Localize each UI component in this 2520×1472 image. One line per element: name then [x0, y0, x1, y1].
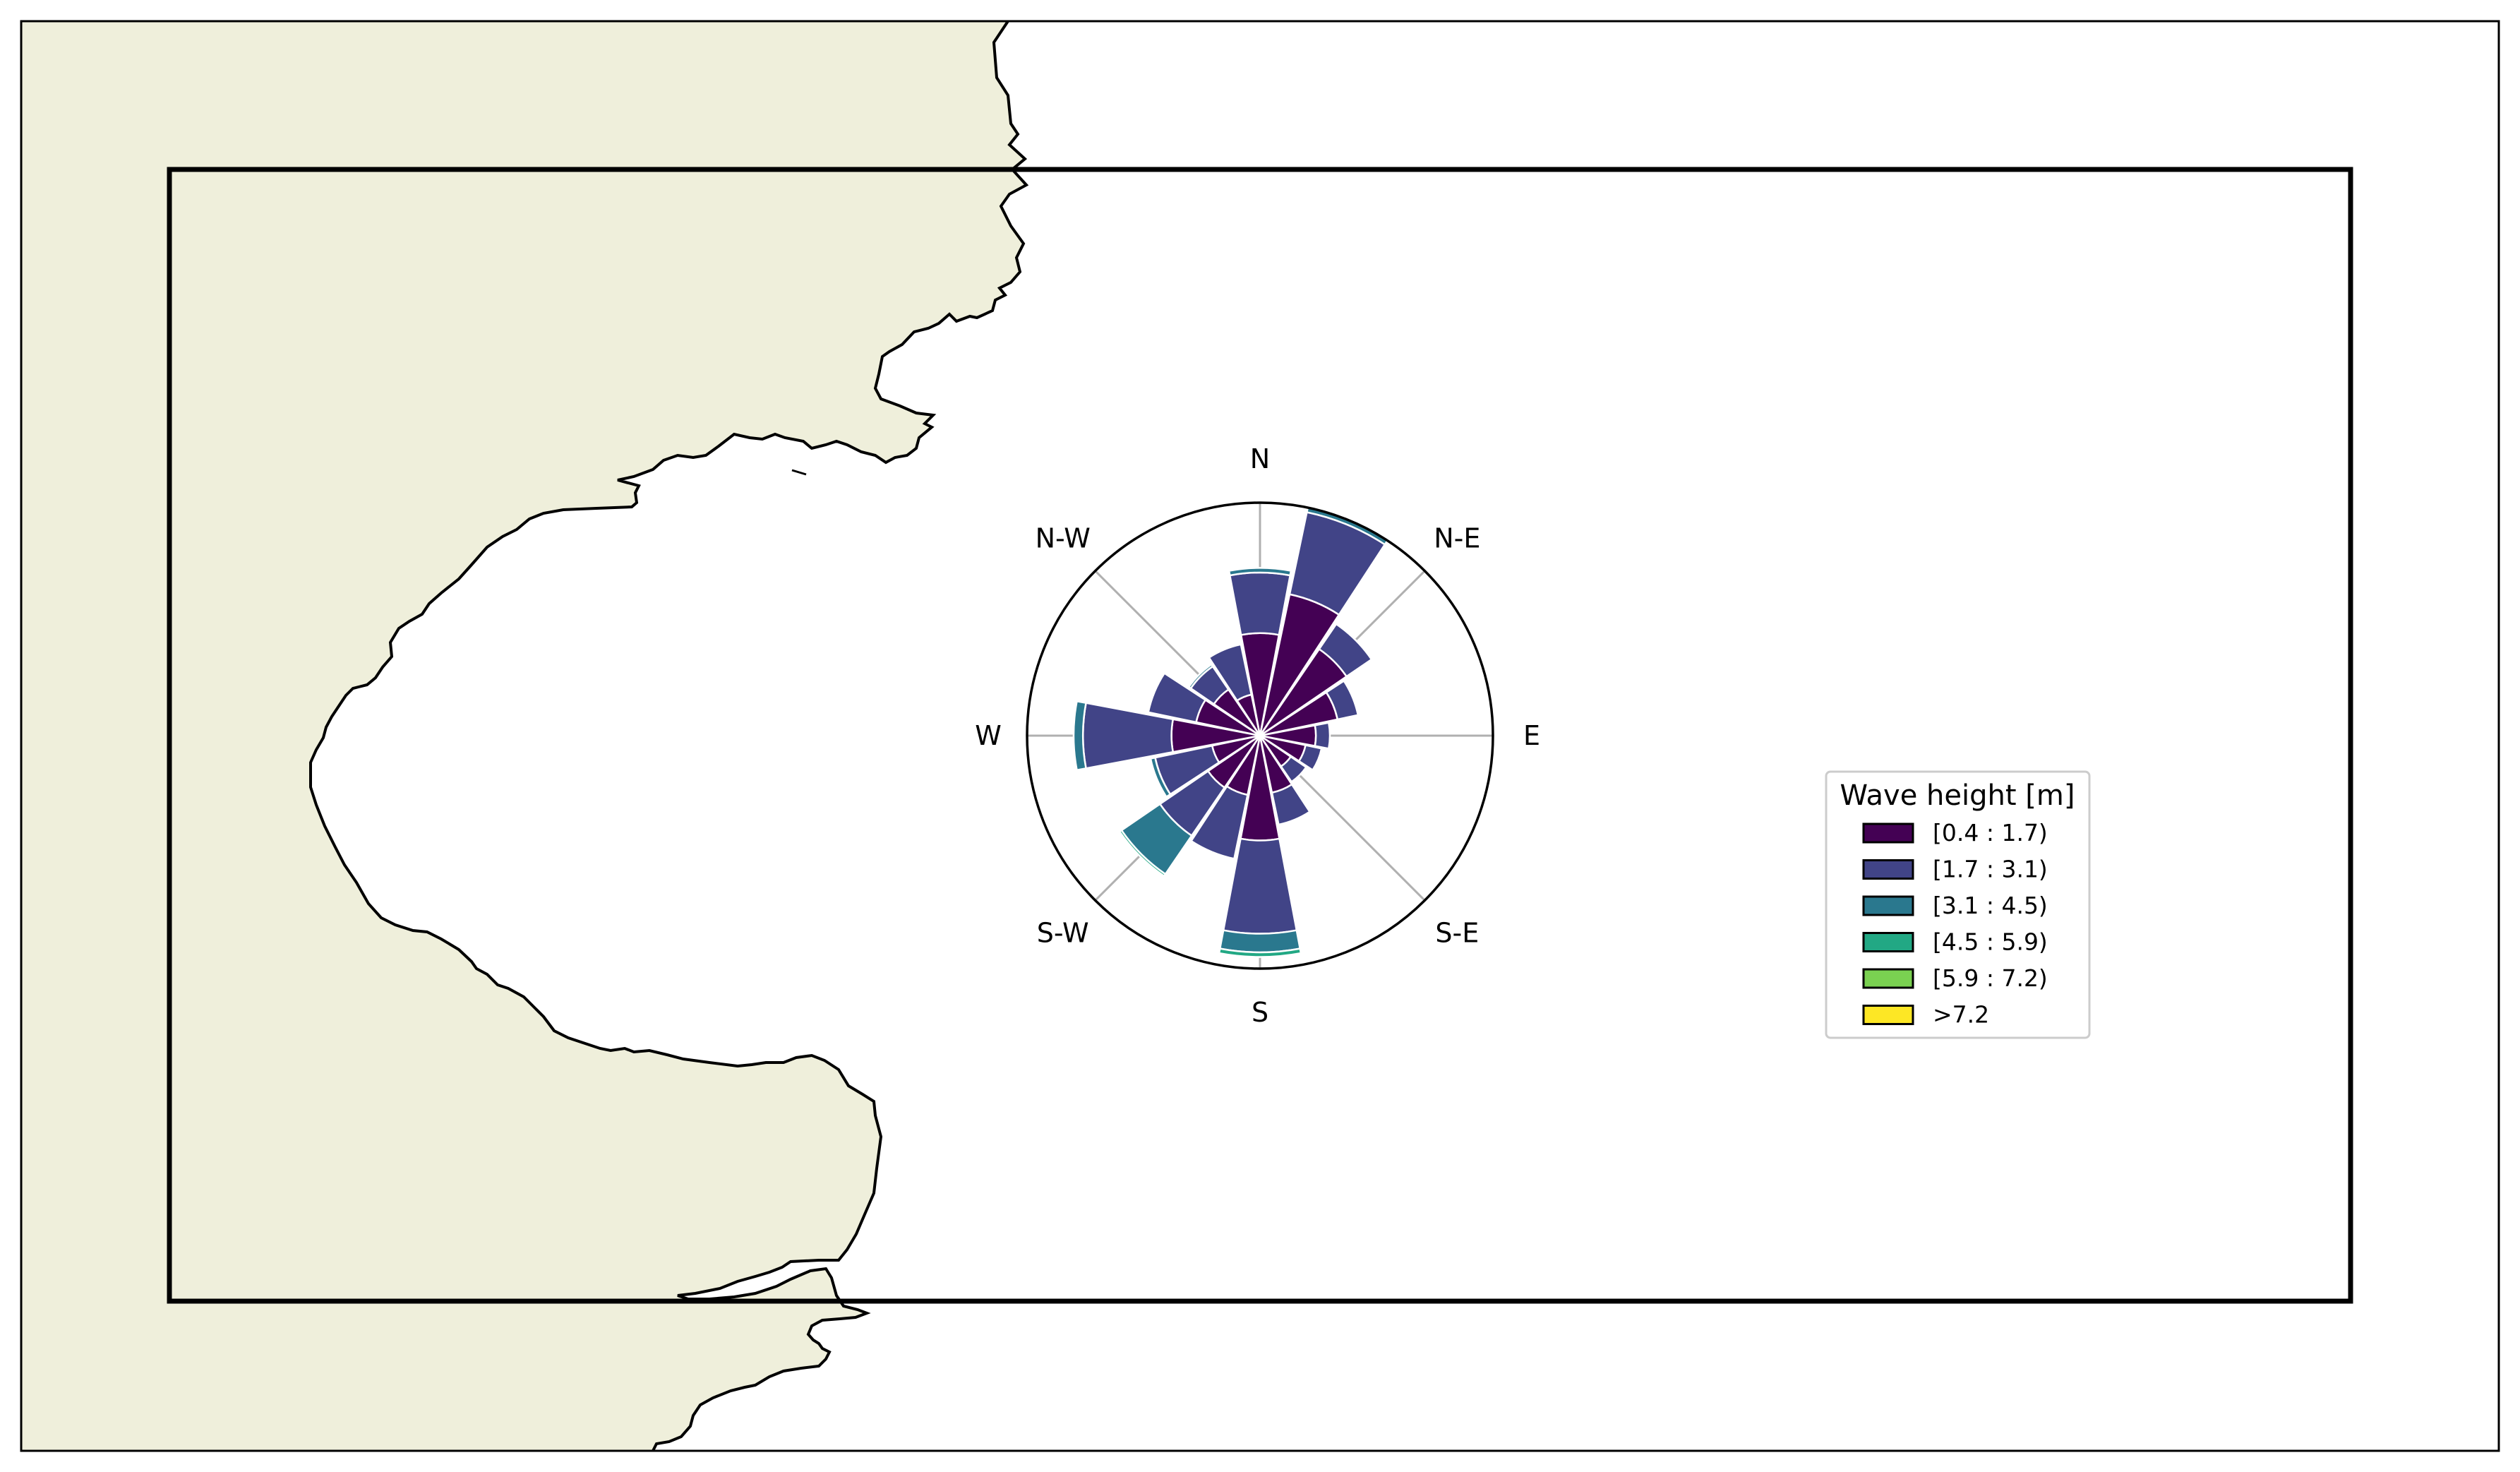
legend-label: [1.7 : 3.1) [1933, 856, 2048, 883]
legend-label: [4.5 : 5.9) [1933, 928, 2048, 956]
direction-label-E: E [1523, 720, 1540, 751]
rose-outer-circle [1026, 501, 1494, 970]
legend-swatch [1862, 859, 1914, 880]
rose-sector-bin-1 [1271, 783, 1312, 826]
legend-swatch [1862, 822, 1914, 844]
rose-sector-bin-1 [1318, 623, 1373, 678]
legend-label: [5.9 : 7.2) [1933, 964, 2048, 992]
direction-label-N: N [1250, 443, 1270, 474]
legend-swatch [1862, 932, 1914, 952]
rose-sector-bin-2 [1187, 663, 1214, 690]
rose-sector-bin-1 [1280, 755, 1308, 784]
rose-sector-bin-3 [1118, 829, 1167, 878]
legend: Wave height [m] [0.4 : 1.7) [1.7 : 3.1) [3.… [1825, 770, 2091, 1039]
direction-label-N-W: N-W [1036, 523, 1091, 554]
rose-sector-bin-2 [1072, 700, 1087, 772]
rose-sector-bin-2 [1218, 929, 1302, 954]
direction-label-S: S [1252, 997, 1268, 1028]
rose-sector-bin-1 [1325, 679, 1360, 721]
legend-label: >7.2 [1933, 1001, 1989, 1029]
rose-sector-bin-2 [1228, 567, 1292, 577]
wind-rose: N N-E E S-E S S-W W N-W [975, 443, 1540, 1028]
map-frame [20, 20, 2500, 1452]
legend-swatch [1862, 968, 1914, 989]
rose-sector-bin-1 [1297, 744, 1323, 772]
region-box [167, 167, 2353, 1304]
rose-sector-bin-1 [1147, 671, 1207, 724]
rose-sector-bin-3 [1218, 947, 1302, 958]
legend-swatch [1862, 895, 1914, 916]
legend-label: [3.1 : 4.5) [1933, 892, 2048, 919]
rose-sector-bin-1 [1314, 722, 1331, 750]
land-area [21, 21, 1026, 1451]
legend-label: [0.4 : 1.7) [1933, 819, 2048, 846]
pier [791, 469, 807, 476]
coastline [309, 20, 1029, 1452]
rose-sector-bin-2 [1149, 756, 1172, 798]
legend-swatch [1862, 1005, 1914, 1025]
direction-label-S-W: S-W [1037, 917, 1089, 948]
direction-label-N-E: N-E [1434, 523, 1480, 554]
legend-title: Wave height [m] [1840, 779, 2075, 812]
rose-sector-bin-1 [1228, 571, 1292, 636]
rose-sector-bin-1 [1208, 643, 1253, 702]
rose-sector-bin-1 [1189, 785, 1249, 860]
direction-label-W: W [975, 720, 1002, 751]
direction-label-S-E: S-E [1435, 917, 1479, 948]
